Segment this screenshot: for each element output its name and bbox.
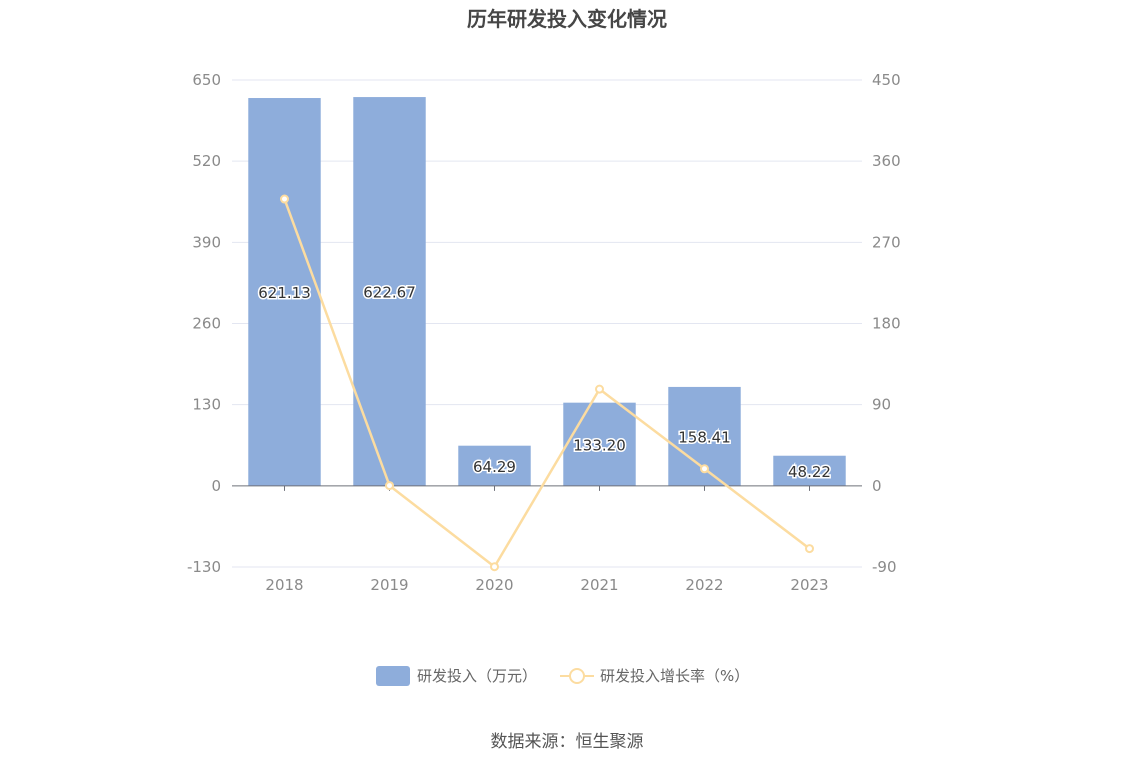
x-tick-label: 2020: [475, 576, 513, 594]
right-y-tick-label: -90: [872, 558, 897, 576]
bar-value-label: 622.67: [363, 283, 416, 301]
bar-value-label: 133.20: [573, 436, 626, 454]
line-point: [280, 194, 289, 204]
legend-bar-label: 研发投入（万元）: [417, 667, 537, 685]
legend-line-marker: [569, 668, 585, 684]
right-y-tick-label: 450: [872, 71, 901, 89]
right-y-tick-label: 360: [872, 152, 901, 170]
x-tick-label: 2021: [580, 576, 618, 594]
line-point: [805, 544, 814, 554]
growth-rate-line: [283, 198, 811, 568]
bar-series: [248, 97, 846, 486]
left-y-tick-label: 260: [192, 315, 221, 333]
left-y-tick-label: 650: [192, 71, 221, 89]
chart-title: 历年研发投入变化情况: [467, 7, 667, 31]
x-tick-label: 2023: [790, 576, 828, 594]
bar-value-label: 64.29: [473, 458, 516, 476]
right-y-axis: 450 360 270 180 90 0 -90: [872, 71, 901, 576]
left-y-tick-label: 130: [192, 396, 221, 414]
line-point: [385, 481, 394, 491]
left-y-tick-label: -130: [187, 558, 221, 576]
line-point: [595, 384, 604, 394]
bar-value-label: 158.41: [678, 428, 731, 446]
x-tick-label: 2019: [370, 576, 408, 594]
bar-value-label: 621.13: [258, 284, 311, 302]
x-tick-label: 2022: [685, 576, 723, 594]
line-point: [490, 562, 499, 572]
right-y-tick-label: 270: [872, 233, 901, 251]
right-y-tick-label: 0: [872, 477, 882, 495]
line-series: [280, 194, 814, 572]
x-tick-label: 2018: [265, 576, 303, 594]
legend: 研发投入（万元） 研发投入增长率（%）: [376, 666, 749, 686]
grid-lines: [232, 79, 862, 568]
line-point: [700, 464, 709, 474]
left-y-tick-label: 390: [192, 233, 221, 251]
left-y-tick-label: 0: [211, 477, 221, 495]
bar: [563, 402, 636, 486]
legend-bar-swatch: [376, 666, 410, 686]
left-y-axis: 650 520 390 260 130 0 -130: [187, 71, 221, 576]
right-y-tick-label: 90: [872, 396, 891, 414]
left-y-tick-label: 520: [192, 152, 221, 170]
bar-value-label: 48.22: [788, 463, 831, 481]
bar-data-labels: 621.13 622.67 64.29 133.20 158.41 48.22: [257, 282, 833, 482]
x-axis: 2018 2019 2020 2021 2022 2023: [232, 485, 862, 594]
bar: [458, 445, 531, 486]
legend-line-label: 研发投入增长率（%）: [600, 667, 749, 685]
bar: [773, 455, 846, 486]
source-note: 数据来源：恒生聚源: [491, 732, 644, 752]
bar: [248, 98, 321, 486]
right-y-tick-label: 180: [872, 315, 901, 333]
